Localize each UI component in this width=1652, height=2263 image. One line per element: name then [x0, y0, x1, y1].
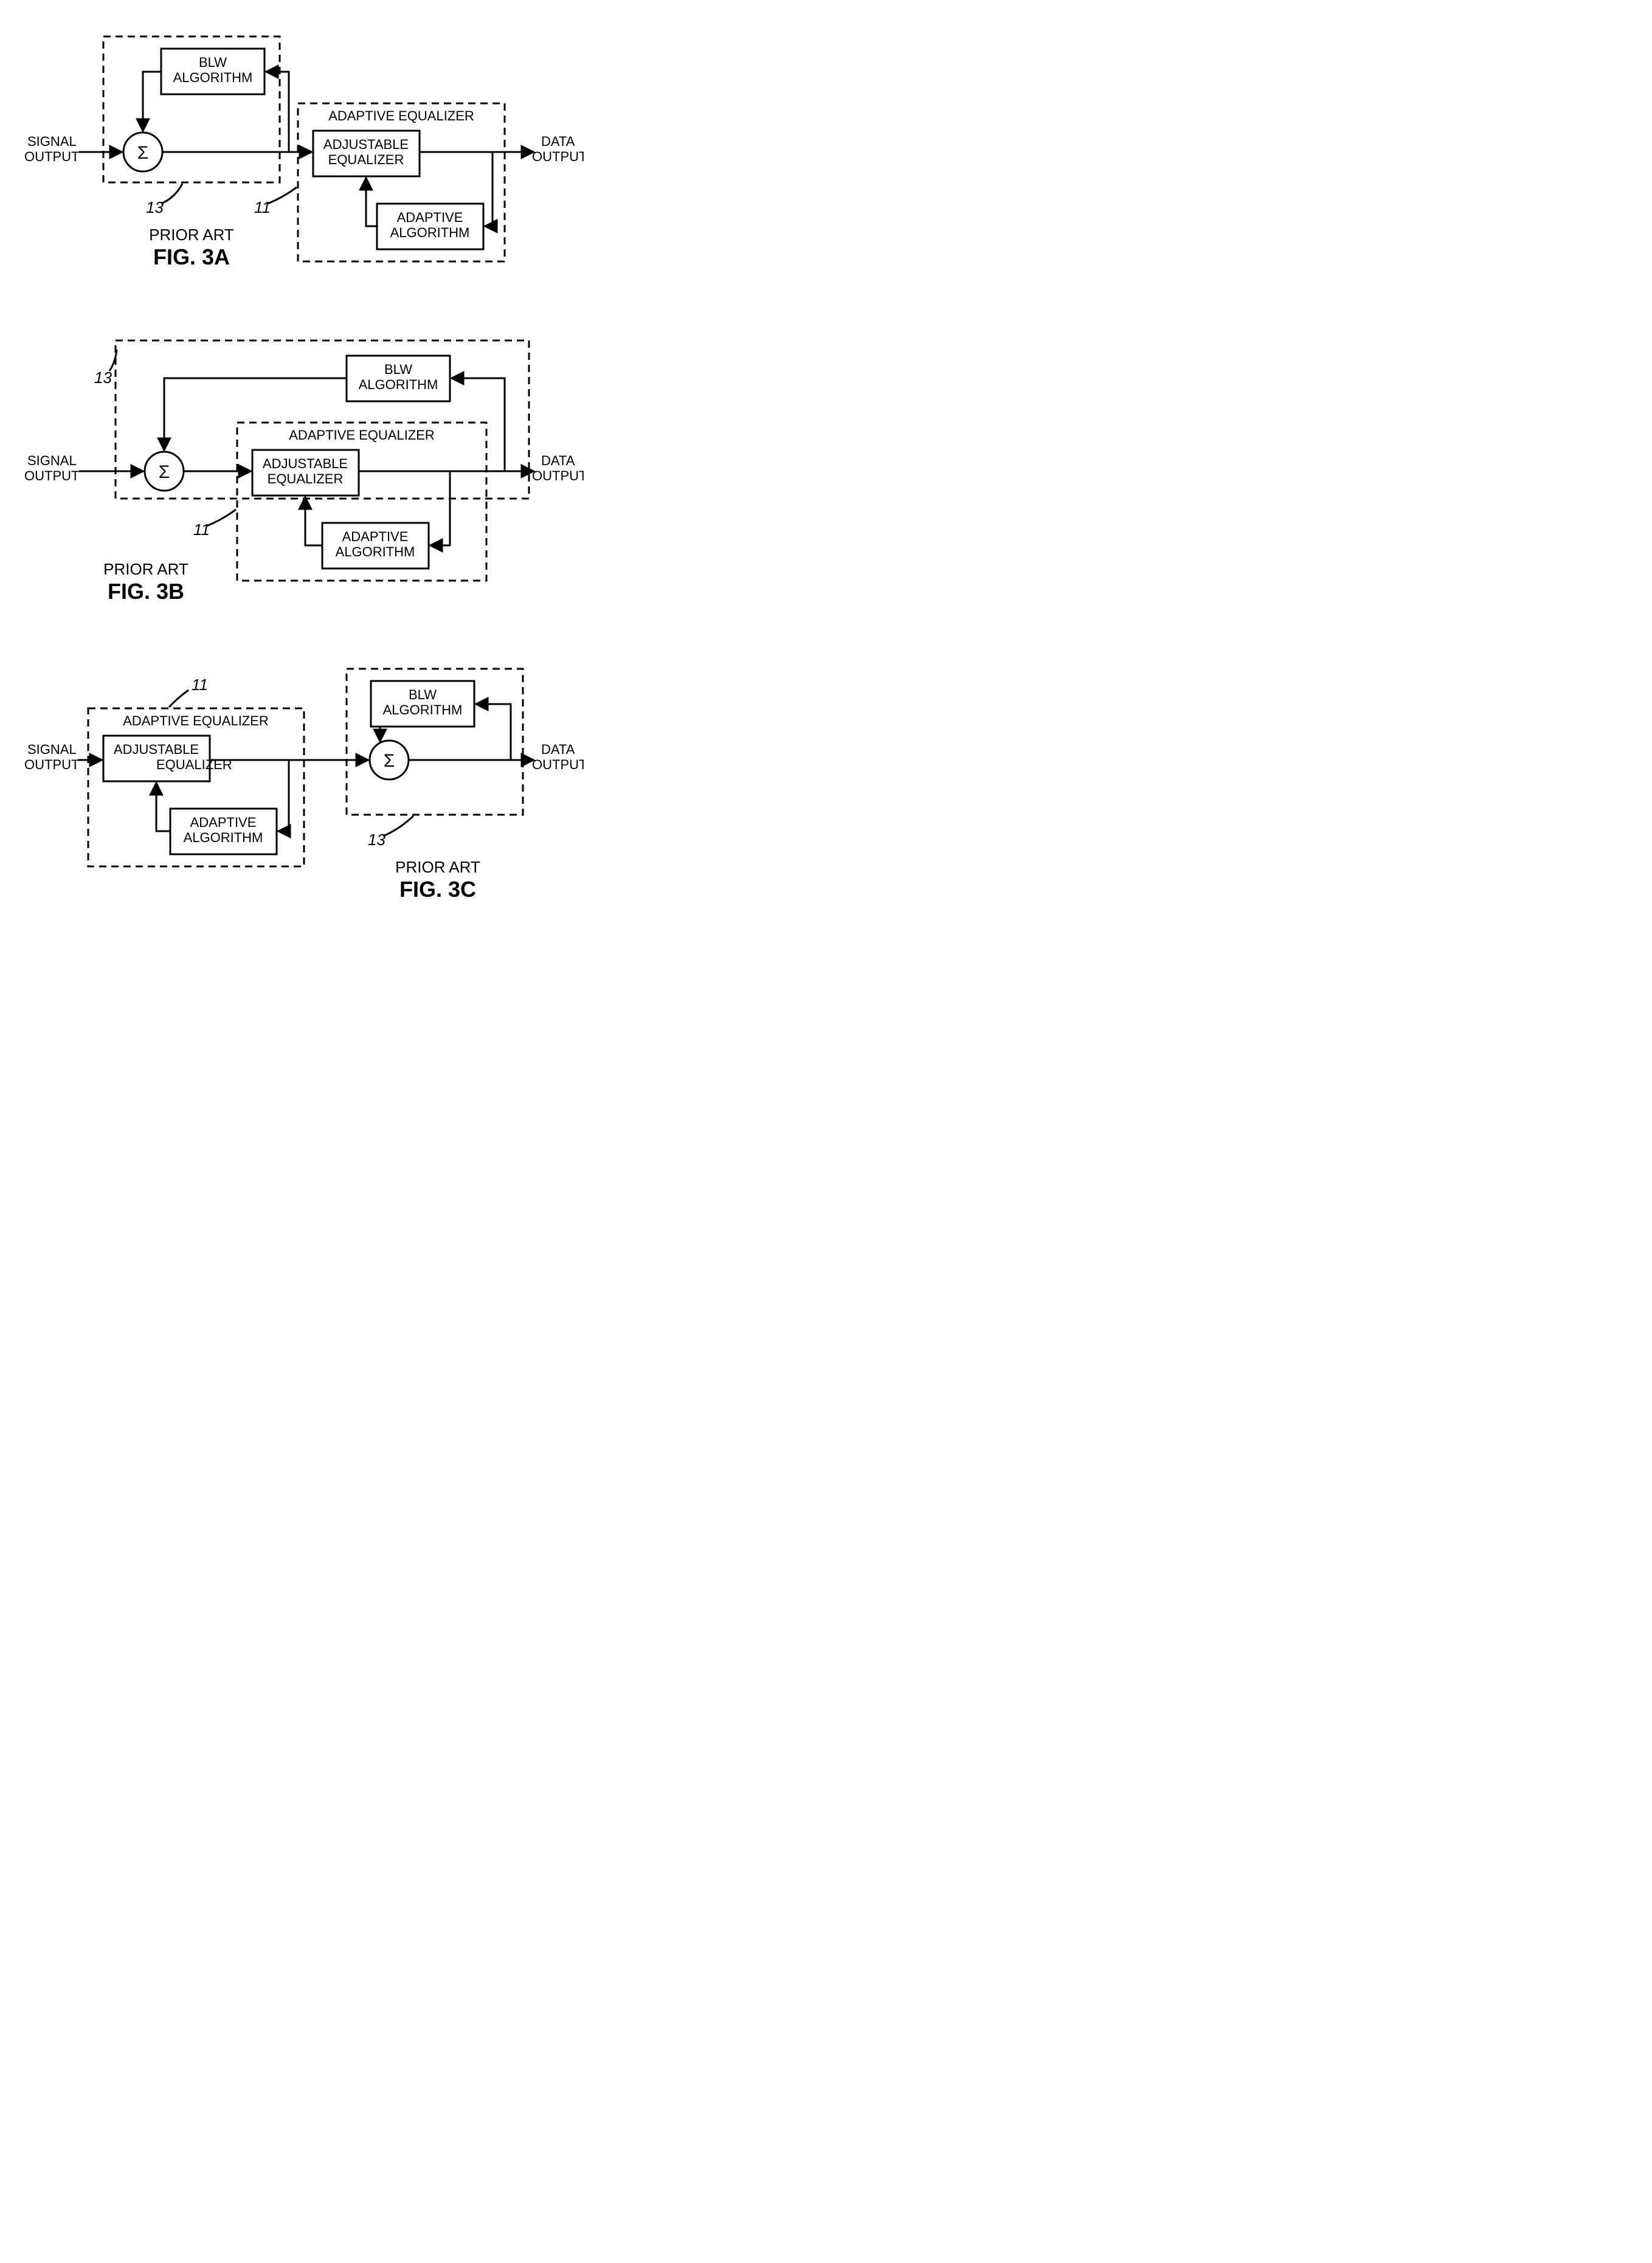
arrow-out-alg	[485, 152, 492, 226]
adjustable-1: ADJUSTABLE	[114, 742, 199, 757]
adaptive-alg-1: ADAPTIVE	[342, 529, 409, 544]
prior-art: PRIOR ART	[103, 560, 188, 578]
leader-13	[383, 816, 413, 836]
data-output-1: DATA	[541, 134, 575, 149]
ref-13: 13	[94, 368, 112, 387]
data-output-2: OUTPUT	[532, 149, 584, 164]
adaptive-alg-2: ALGORITHM	[336, 544, 415, 559]
data-output-2: OUTPUT	[532, 757, 584, 772]
fig-title: FIG. 3B	[108, 579, 184, 604]
ref-11: 11	[193, 520, 210, 539]
signal-output-2: OUTPUT	[24, 757, 79, 772]
ref-11: 11	[254, 198, 271, 216]
prior-art: PRIOR ART	[395, 858, 480, 876]
arrow-out-blw	[451, 378, 505, 471]
leader-13	[161, 184, 182, 204]
sigma-label: Σ	[137, 143, 149, 163]
adaptive-alg-1: ADAPTIVE	[397, 210, 463, 225]
adjustable-1: ADJUSTABLE	[323, 137, 409, 152]
adjustable-2: EQUALIZER	[328, 152, 404, 167]
figure-3c-svg: ADAPTIVE EQUALIZER ADJUSTABLE EQUALIZER …	[24, 657, 584, 912]
figure-3b: BLW ALGORITHM Σ ADAPTIVE EQUALIZER ADJUS…	[24, 328, 1628, 608]
blw-label-2: ALGORITHM	[173, 70, 253, 85]
leader-11	[207, 510, 236, 526]
data-output-2: OUTPUT	[532, 468, 584, 483]
adjustable-1: ADJUSTABLE	[263, 456, 348, 471]
signal-output-2: OUTPUT	[24, 468, 79, 483]
arrow-tap-alg	[278, 760, 289, 831]
fig-title: FIG. 3C	[399, 877, 476, 902]
arrow-alg-adj	[156, 783, 170, 831]
sigma-label: Σ	[384, 751, 395, 771]
arrow-tap-blw	[266, 72, 289, 152]
adaptive-eq-title: ADAPTIVE EQUALIZER	[123, 713, 269, 728]
adaptive-alg-1: ADAPTIVE	[190, 815, 257, 830]
signal-output-1: SIGNAL	[27, 742, 77, 757]
signal-output-1: SIGNAL	[27, 453, 77, 468]
arrow-out-alg	[430, 471, 450, 545]
fig-title: FIG. 3A	[153, 244, 230, 269]
figure-3a: BLW ALGORITHM Σ ADAPTIVE EQUALIZER ADJUS…	[24, 24, 1628, 280]
sigma-label: Σ	[159, 462, 170, 482]
blw-label-2: ALGORITHM	[359, 377, 438, 392]
blw-label-2: ALGORITHM	[383, 702, 463, 717]
prior-art: PRIOR ART	[149, 226, 234, 244]
leader-11	[268, 187, 297, 204]
blw-label-1: BLW	[199, 55, 227, 70]
leader-11	[169, 690, 188, 707]
adaptive-eq-title: ADAPTIVE EQUALIZER	[328, 108, 474, 123]
ref-11: 11	[192, 675, 208, 694]
figure-3b-svg: BLW ALGORITHM Σ ADAPTIVE EQUALIZER ADJUS…	[24, 328, 584, 608]
figure-3c: ADAPTIVE EQUALIZER ADJUSTABLE EQUALIZER …	[24, 657, 1628, 912]
blw-label-1: BLW	[384, 362, 412, 377]
figure-3a-svg: BLW ALGORITHM Σ ADAPTIVE EQUALIZER ADJUS…	[24, 24, 584, 280]
arrow-blw-sigma	[143, 72, 161, 131]
signal-output-1: SIGNAL	[27, 134, 77, 149]
arrow-out-blw	[475, 704, 511, 760]
data-output-1: DATA	[541, 742, 575, 757]
adaptive-alg-2: ALGORITHM	[184, 830, 263, 845]
data-output-1: DATA	[541, 453, 575, 468]
adaptive-eq-title: ADAPTIVE EQUALIZER	[289, 427, 435, 443]
arrow-alg-adj	[305, 497, 322, 545]
blw-label-1: BLW	[409, 687, 437, 702]
adjustable-2: EQUALIZER	[268, 471, 344, 486]
ref-13: 13	[146, 198, 164, 216]
arrow-alg-adj	[366, 178, 377, 226]
ref-13: 13	[368, 831, 385, 849]
adaptive-alg-2: ALGORITHM	[390, 225, 470, 240]
signal-output-2: OUTPUT	[24, 149, 79, 164]
